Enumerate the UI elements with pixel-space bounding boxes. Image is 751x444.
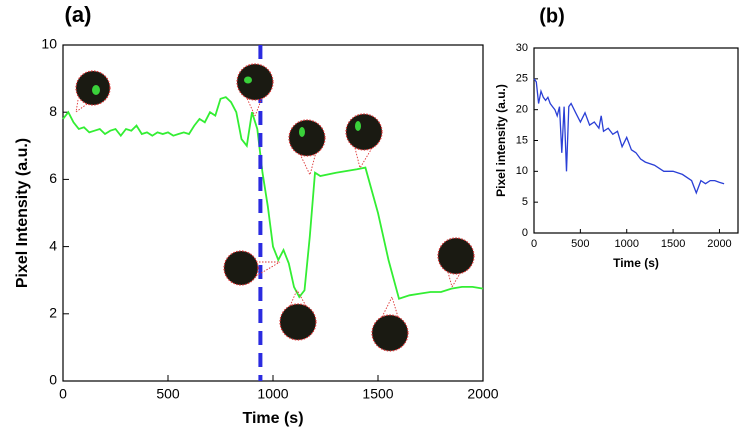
cell-inset — [345, 113, 383, 151]
cell-blob — [244, 76, 252, 84]
x-tick-label: 1500 — [661, 238, 685, 250]
data-line — [533, 78, 725, 195]
x-tick-label: 1500 — [362, 386, 393, 402]
y-tick-label: 10 — [41, 36, 57, 52]
y-axis-label: Pixel intensity (a.u.) — [494, 84, 508, 197]
x-tick-label: 2000 — [467, 386, 498, 402]
y-tick-label: 0 — [522, 227, 528, 239]
x-tick-label: 0 — [531, 238, 537, 250]
cell-inset — [371, 314, 409, 352]
y-axis-label: Pixel Intensity (a.u.) — [14, 138, 31, 288]
cell-inset — [288, 119, 326, 157]
pointer — [75, 99, 88, 113]
y-tick-label: 15 — [516, 134, 528, 146]
y-tick-label: 0 — [49, 372, 57, 388]
pointer — [255, 261, 281, 277]
pointer — [354, 147, 373, 169]
y-tick-label: 4 — [49, 237, 57, 253]
y-tick-label: 30 — [516, 42, 528, 54]
cell-insets — [75, 63, 475, 352]
plot-frame — [533, 47, 739, 234]
y-tick-label: 8 — [49, 103, 57, 119]
pointer — [245, 95, 263, 117]
y-tick-label: 10 — [516, 165, 528, 177]
pointer — [289, 289, 307, 307]
x-axis-label: Time (s) — [242, 410, 303, 427]
cell-inset — [437, 237, 475, 275]
x-tick-label: 1000 — [257, 386, 288, 402]
data-line — [62, 96, 484, 300]
cell-inset — [236, 63, 274, 101]
cell-inset — [223, 250, 259, 286]
y-tick-label: 25 — [516, 73, 528, 85]
panel-title: (b) — [539, 5, 565, 27]
x-tick-label: 500 — [571, 238, 589, 250]
x-tick-label: 1000 — [614, 238, 638, 250]
cell-blob — [299, 127, 305, 137]
pointer — [299, 151, 317, 176]
cell-blob — [355, 121, 361, 131]
y-tick-label: 5 — [522, 196, 528, 208]
panel-title: (a) — [65, 2, 92, 27]
y-tick-label: 20 — [516, 104, 528, 116]
pointer — [381, 296, 399, 318]
cell-inset — [279, 303, 317, 341]
x-tick-label: 0 — [59, 386, 67, 402]
x-tick-label: 2000 — [707, 238, 731, 250]
plot-frame — [62, 44, 484, 382]
x-tick-label: 500 — [156, 386, 180, 402]
y-tick-label: 2 — [49, 305, 57, 321]
cell-blob — [92, 85, 100, 95]
x-axis-label: Time (s) — [613, 256, 659, 270]
y-tick-label: 6 — [49, 170, 57, 186]
